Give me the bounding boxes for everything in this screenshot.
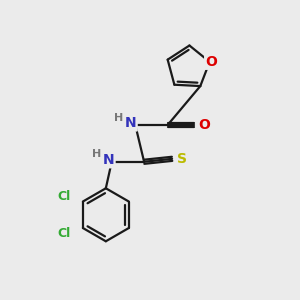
Text: H: H xyxy=(115,112,124,123)
Text: S: S xyxy=(176,152,187,166)
Text: N: N xyxy=(103,153,115,167)
Text: N: N xyxy=(125,116,137,130)
Text: H: H xyxy=(92,149,102,159)
Text: Cl: Cl xyxy=(58,227,71,240)
Text: Cl: Cl xyxy=(58,190,71,203)
Text: O: O xyxy=(205,55,217,69)
Text: O: O xyxy=(199,118,211,132)
